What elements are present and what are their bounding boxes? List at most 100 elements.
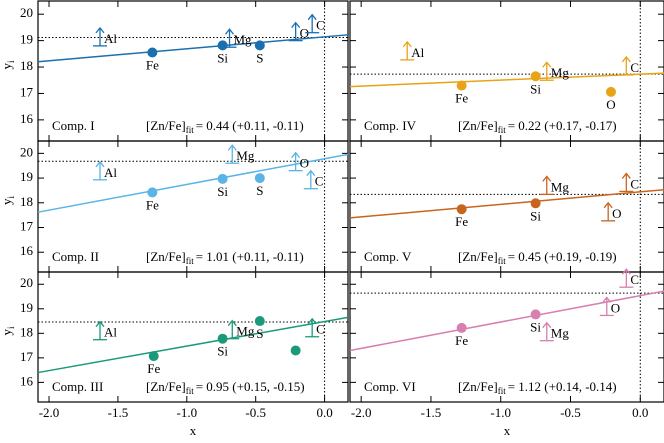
lower-limit [225,319,240,340]
x-tick-label: 0.0 [316,405,332,420]
component-label: Comp. V [364,249,412,264]
x-tick-label: -0.5 [245,405,266,420]
component-label: Comp. IV [364,118,417,133]
y-axis-label: yi [0,60,16,70]
point-label: Fe [146,57,159,72]
point-label: Si [530,208,541,223]
point-label: Fe [146,197,159,212]
fit-value: = 0.22 (+0.17, -0.17) [508,118,617,133]
limit-label: C [630,60,639,75]
fit-name: [Zn/Fe] [146,249,186,264]
lower-limit [539,321,554,342]
fit-annotation: [Zn/Fe]fit = 0.22 (+0.17, -0.17) [458,118,617,135]
data-point [254,316,265,327]
x-tick-label: -2.0 [351,405,372,420]
y-tick-label: 20 [20,5,33,20]
component-label: Comp. III [52,379,103,394]
lower-limit [601,201,616,222]
component-label: Comp. I [52,118,95,133]
limit-head [307,13,317,21]
limit-head [227,319,237,327]
y-tick-label: 18 [20,194,33,209]
fit-value: = 0.44 (+0.11, -0.11) [196,118,304,133]
limit-label: C [316,18,325,33]
limit-label: Mg [551,326,570,341]
data-point [217,173,228,184]
limit-label: Al [104,31,117,46]
limit-head [542,321,552,329]
limit-head [225,28,235,35]
limit-label: C [630,176,639,191]
y-axis-label-main: y [0,198,14,205]
data-point [217,333,228,344]
limit-label: O [612,206,621,221]
limit-label: Mg [234,32,253,47]
limit-label: O [611,300,620,315]
limit-label: C [315,174,324,189]
limit-label: Al [411,45,424,60]
y-axis-label-sub: i [6,196,16,199]
fit-value: = 0.45 (+0.19, -0.19) [508,249,617,264]
y-tick-label: 17 [20,84,34,99]
limit-head [291,151,301,159]
x-axis-label: x [190,423,197,438]
fit-line [349,72,664,88]
y-tick-label: 17 [20,349,34,364]
lower-limit [305,13,320,34]
limit-head [621,172,631,179]
fit-annotation: [Zn/Fe]fit = 1.12 (+0.14, -0.14) [458,379,617,396]
fit-line [349,290,664,352]
limit-head [227,144,237,151]
lower-limit [619,268,634,288]
limit-head [542,61,552,68]
lower-limit [539,175,554,196]
fit-sub: fit [186,256,194,266]
component-label: Comp. VI [364,379,416,394]
limit-head [542,175,552,182]
data-point [530,71,541,82]
y-axis-label-main: y [0,63,14,70]
limit-label: Al [104,165,117,180]
data-point [530,309,541,320]
x-tick-label: -1.5 [108,405,129,420]
limit-head [95,320,105,328]
y-axis-label: yi [0,326,16,336]
fit-line [37,316,349,374]
limit-head [621,268,631,275]
data-point [605,86,616,97]
limit-head [306,169,316,177]
lower-limit [222,28,237,48]
lower-limit [303,169,318,190]
x-tick-label: 0.0 [632,405,648,420]
component-label: Comp. II [52,249,99,264]
limit-head [307,317,317,325]
data-point [147,187,158,198]
data-point [148,351,159,362]
point-label: S [256,183,263,198]
lower-limit [400,40,415,61]
limit-label: C [630,272,639,287]
data-point [456,322,467,333]
x-tick-label: -1.0 [490,405,511,420]
lower-limit [305,317,320,338]
y-axis-label: yi [0,196,16,206]
lower-limit [619,172,634,193]
fit-name: [Zn/Fe] [458,118,498,133]
point-label: S [256,326,263,341]
lower-limit [93,320,107,341]
data-point [147,47,158,58]
lower-limit [225,144,240,164]
fit-line [349,188,664,219]
fit-name: [Zn/Fe] [458,379,498,394]
limit-label: Mg [236,148,255,163]
y-tick-label: 19 [20,32,33,47]
fit-line [37,34,349,63]
point-label: S [256,50,263,65]
lower-limit [288,21,303,42]
point-label: Fe [455,214,468,229]
lower-limit [619,55,634,76]
fit-value: = 1.12 (+0.14, -0.14) [508,379,617,394]
fit-value: = 0.95 (+0.15, -0.15) [196,379,305,394]
y-tick-label: 17 [20,218,34,233]
